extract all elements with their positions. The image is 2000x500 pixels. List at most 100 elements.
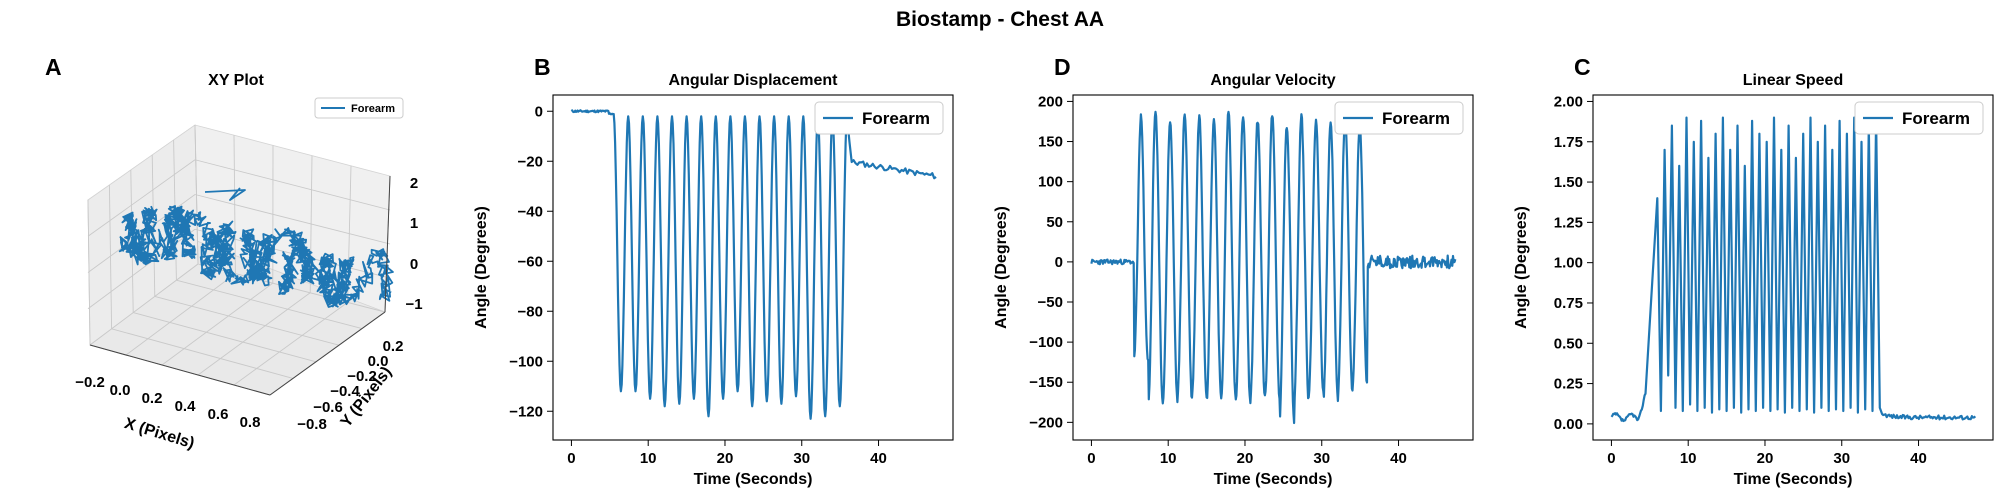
y-axis-3d (269, 311, 386, 396)
y-tick-label: −60 (518, 253, 543, 270)
y-axis-label: Angle (Degrees) (1513, 206, 1530, 329)
legend-box (314, 97, 404, 119)
legend-box (814, 101, 944, 135)
y-tick-label: −20 (518, 153, 543, 170)
x-tick-label: 0 (1607, 450, 1615, 467)
y-tick-label: 0.25 (1554, 376, 1583, 393)
z-tick-label: 2 (410, 175, 418, 192)
z-axis-3d (384, 175, 391, 313)
legend: Forearm (314, 97, 404, 119)
panel-A: AXY Plot−0.2 0.0 0.2 0.4 0.6 0.80.20.0−0.2−0.… (45, 54, 423, 452)
x-axis-3d (89, 344, 271, 396)
y-tick-label: −150 (1029, 374, 1063, 391)
y-tick-label: −120 (509, 403, 543, 420)
y-tick-label: −80 (518, 303, 543, 320)
y-tick-label: −50 (1038, 294, 1063, 311)
x-tick-label: 0.0 (110, 382, 131, 399)
x-axis-label: X (Pixels) (122, 415, 196, 452)
x-tick-label: 10 (1160, 450, 1177, 467)
x-axis-label: Time (Seconds) (1734, 471, 1853, 488)
legend: Forearm (814, 101, 944, 135)
x-tick-label: 40 (1910, 450, 1927, 467)
y-tick-label: 150 (1038, 134, 1063, 151)
y-tick-label: −200 (1029, 414, 1063, 431)
panel-letter: D (1054, 54, 1071, 80)
x-tick-label: 0.2 (142, 390, 163, 407)
y-axis-label: Angle (Degrees) (993, 206, 1010, 329)
y-tick-label: 1.50 (1554, 174, 1583, 191)
y-tick-label: −40 (518, 203, 543, 220)
y-tick-label: 0.2 (383, 338, 404, 355)
panel-letter: A (45, 54, 62, 80)
x-tick-label: 20 (1757, 450, 1774, 467)
y-tick-label: 0 (1055, 254, 1063, 271)
z-tick-label: −1 (405, 296, 422, 313)
figure-suptitle: Biostamp - Chest AA (896, 8, 1104, 31)
plot-frame (552, 94, 954, 441)
x-tick-label: 40 (1390, 450, 1407, 467)
y-tick-label: −100 (1029, 334, 1063, 351)
legend: Forearm (1334, 101, 1464, 135)
series-line-forearm (570, 109, 937, 420)
x-axis-label: Time (Seconds) (1214, 471, 1333, 488)
y-tick-label: 200 (1038, 93, 1063, 110)
panel-title: Angular Displacement (669, 72, 839, 89)
x-tick-label: 30 (1833, 450, 1850, 467)
y-tick-label: 50 (1046, 214, 1063, 231)
y-tick-label: −0.2 (347, 368, 377, 385)
x-tick-label: 20 (1237, 450, 1254, 467)
panel-C: C Linear Speed 0 10 20 30 40 0.00 0.25 0.50 0.75 1.… (1513, 54, 1994, 488)
plot-frame (1072, 94, 1474, 441)
legend-entry-forearm: Forearm (862, 109, 930, 128)
y-tick-label: 1.75 (1554, 134, 1583, 151)
legend: Forearm (1854, 101, 1984, 135)
x-tick-label: 0 (567, 450, 575, 467)
panel-title: Linear Speed (1743, 72, 1843, 89)
x-tick-label: 30 (793, 450, 810, 467)
y-tick-label: −100 (509, 353, 543, 370)
y-tick-label: 0.50 (1554, 335, 1583, 352)
y-axis-label: Angle (Degrees) (473, 206, 490, 329)
x-tick-label: 0 (1087, 450, 1095, 467)
panel-letter: B (534, 54, 551, 80)
x-tick-label: 40 (870, 450, 887, 467)
y-tick-label: 2.00 (1554, 93, 1583, 110)
panel-title: Angular Velocity (1210, 72, 1335, 89)
panel-D: D Angular Velocity 0 10 20 30 40 200 150 100 50 0 −5… (993, 54, 1474, 488)
y-tick-label: 1.25 (1554, 214, 1583, 231)
y-tick-label: 100 (1038, 174, 1063, 191)
legend-box (1854, 101, 1984, 135)
x-tick-label: −0.2 (75, 374, 105, 391)
x-axis-label: Time (Seconds) (694, 471, 813, 488)
series-line-forearm (1090, 110, 1457, 425)
series-line-forearm (118, 205, 394, 308)
y-tick-label: 0 (535, 103, 543, 120)
y-tick-label: −0.4 (330, 383, 360, 400)
panel-B: B Angular Displacement 0 10 20 30 40 0 −20 −40 −60… (473, 54, 954, 488)
y-tick-label: 0.00 (1554, 416, 1583, 433)
x-tick-label: 10 (1680, 450, 1697, 467)
y-tick-label: −0.6 (313, 399, 343, 416)
z-tick-label: 1 (410, 215, 418, 232)
legend-entry-forearm: Forearm (1902, 109, 1970, 128)
legend-entry-forearm: Forearm (1382, 109, 1450, 128)
x-tick-label: 20 (717, 450, 734, 467)
y-tick-label: 1.00 (1554, 255, 1583, 272)
panel-title: XY Plot (208, 72, 264, 89)
x-tick-label: 30 (1313, 450, 1330, 467)
legend-entry-forearm: Forearm (351, 103, 395, 115)
series-line-forearm-tail (204, 187, 246, 201)
y-tick-label: 0.0 (368, 353, 389, 370)
y-tick-label: 0.75 (1554, 295, 1583, 312)
legend-box (1334, 101, 1464, 135)
series-line-forearm (1610, 116, 1977, 423)
panel-letter: C (1574, 54, 1591, 80)
y-tick-label: −0.8 (297, 416, 327, 433)
x-tick-label: 0.8 (240, 414, 261, 431)
z-tick-label: 0 (410, 256, 418, 273)
x-tick-label: 0.6 (208, 406, 229, 423)
x-tick-label: 10 (640, 450, 657, 467)
x-tick-label: 0.4 (175, 398, 197, 415)
